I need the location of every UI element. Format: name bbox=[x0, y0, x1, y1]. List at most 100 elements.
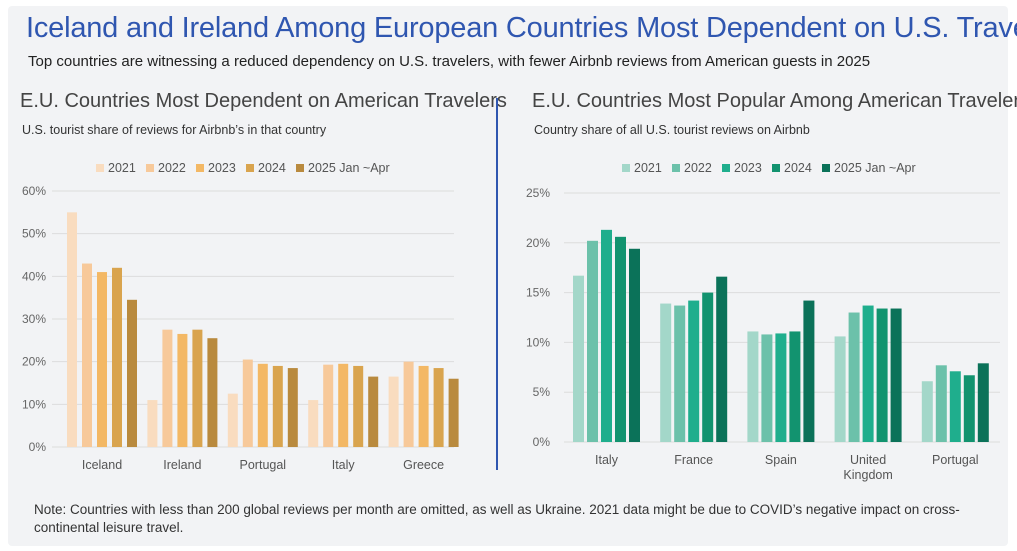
legend-label: 2023 bbox=[734, 161, 762, 175]
page-title: Iceland and Ireland Among European Count… bbox=[26, 12, 1017, 44]
y-tick-label: 50% bbox=[22, 227, 46, 241]
legend-swatch bbox=[196, 164, 204, 172]
legend-swatch bbox=[96, 164, 104, 172]
legend-label: 2023 bbox=[208, 161, 236, 175]
x-tick-label: France bbox=[674, 453, 713, 467]
bar bbox=[388, 376, 399, 447]
x-tick-label: United Kingdom bbox=[843, 453, 892, 482]
right-chart-title: E.U. Countries Most Popular Among Americ… bbox=[532, 90, 1017, 112]
x-tick-label: Italy bbox=[332, 458, 356, 472]
left-chart-title: E.U. Countries Most Dependent on America… bbox=[20, 90, 507, 112]
x-tick-label-line: Kingdom bbox=[843, 468, 892, 482]
left-chart-subtitle: U.S. tourist share of reviews for Airbnb… bbox=[22, 123, 327, 137]
bar bbox=[702, 292, 714, 442]
bar bbox=[338, 363, 349, 447]
legend-swatch bbox=[296, 164, 304, 172]
bar bbox=[242, 359, 253, 447]
bar bbox=[789, 331, 801, 442]
bar bbox=[660, 303, 672, 442]
y-tick-label: 25% bbox=[526, 186, 550, 200]
legend-label: 2021 bbox=[108, 161, 136, 175]
right-chart: 0% 5% 10% 15% 20% 25% 2021 2022 2023 2024 2025 Jan… bbox=[526, 161, 1000, 482]
bar bbox=[272, 365, 283, 447]
bar bbox=[323, 364, 334, 447]
right-chart-subtitle: Country share of all U.S. tourist review… bbox=[534, 123, 810, 137]
bar bbox=[287, 368, 298, 447]
bar bbox=[963, 375, 975, 442]
bar bbox=[761, 334, 773, 442]
bar bbox=[803, 300, 815, 442]
bar bbox=[629, 248, 640, 442]
bar bbox=[601, 229, 612, 442]
y-tick-label: 15% bbox=[526, 286, 550, 300]
y-tick-label: 0% bbox=[533, 435, 551, 449]
bar bbox=[862, 305, 874, 442]
footnote: Note: Countries with less than 200 globa… bbox=[34, 502, 960, 535]
y-tick-label: 30% bbox=[22, 312, 46, 326]
bar bbox=[207, 338, 218, 447]
bar bbox=[308, 400, 319, 447]
bar bbox=[97, 272, 107, 447]
legend-label: 2025 Jan ~Apr bbox=[308, 161, 390, 175]
legend-swatch bbox=[146, 164, 154, 172]
bar bbox=[127, 299, 137, 447]
bar bbox=[448, 378, 459, 447]
bar bbox=[368, 376, 379, 447]
bar bbox=[587, 240, 598, 442]
bar bbox=[775, 333, 787, 442]
bar bbox=[848, 312, 860, 442]
bar bbox=[162, 329, 173, 447]
x-tick-label: Greece bbox=[403, 458, 444, 472]
bar bbox=[573, 275, 584, 442]
chart-card: Iceland and Ireland Among European Count… bbox=[8, 6, 1017, 546]
bar bbox=[192, 329, 203, 447]
legend-swatch bbox=[622, 164, 630, 172]
legend-label: 2024 bbox=[258, 161, 286, 175]
y-tick-label: 10% bbox=[526, 335, 550, 349]
bar bbox=[716, 276, 728, 442]
x-tick-label: Portugal bbox=[240, 458, 287, 472]
bar bbox=[949, 371, 961, 442]
bar bbox=[227, 393, 238, 447]
y-tick-label: 60% bbox=[22, 184, 46, 198]
legend-label: 2022 bbox=[158, 161, 186, 175]
panel-divider bbox=[496, 98, 498, 470]
page-subtitle: Top countries are witnessing a reduced d… bbox=[28, 53, 871, 70]
left-chart: 0% 10% 20% 30% 40% 50% 60% 2021 2022 2023 2024 2025… bbox=[22, 161, 459, 472]
x-tick-label: Iceland bbox=[82, 458, 122, 472]
legend-label: 2021 bbox=[634, 161, 662, 175]
bar bbox=[403, 361, 414, 447]
bar bbox=[82, 263, 92, 447]
y-tick-label: 40% bbox=[22, 269, 46, 283]
y-tick-label: 5% bbox=[533, 385, 551, 399]
bar bbox=[674, 305, 686, 442]
legend-swatch bbox=[822, 164, 830, 172]
legend-label: 2022 bbox=[684, 161, 712, 175]
bar bbox=[112, 267, 122, 447]
bar bbox=[418, 365, 429, 447]
y-tick-label: 0% bbox=[29, 440, 47, 454]
bar bbox=[257, 363, 268, 447]
bar bbox=[177, 333, 188, 447]
legend-swatch bbox=[722, 164, 730, 172]
bar bbox=[615, 236, 626, 442]
bar bbox=[890, 308, 902, 442]
x-tick-label: Italy bbox=[595, 453, 619, 467]
x-tick-label: Spain bbox=[765, 453, 797, 467]
x-tick-label: Ireland bbox=[163, 458, 201, 472]
bar bbox=[147, 400, 158, 447]
legend-swatch bbox=[246, 164, 254, 172]
bar bbox=[747, 331, 759, 442]
bar bbox=[353, 365, 364, 447]
legend-label: 2024 bbox=[784, 161, 812, 175]
bar bbox=[977, 363, 989, 442]
legend-swatch bbox=[772, 164, 780, 172]
x-tick-label: Portugal bbox=[932, 453, 979, 467]
legend-label: 2025 Jan ~Apr bbox=[834, 161, 916, 175]
bar bbox=[935, 365, 947, 442]
bar bbox=[433, 368, 444, 447]
bar bbox=[688, 300, 700, 442]
y-tick-label: 20% bbox=[22, 355, 46, 369]
legend-swatch bbox=[672, 164, 680, 172]
bar bbox=[876, 308, 888, 442]
